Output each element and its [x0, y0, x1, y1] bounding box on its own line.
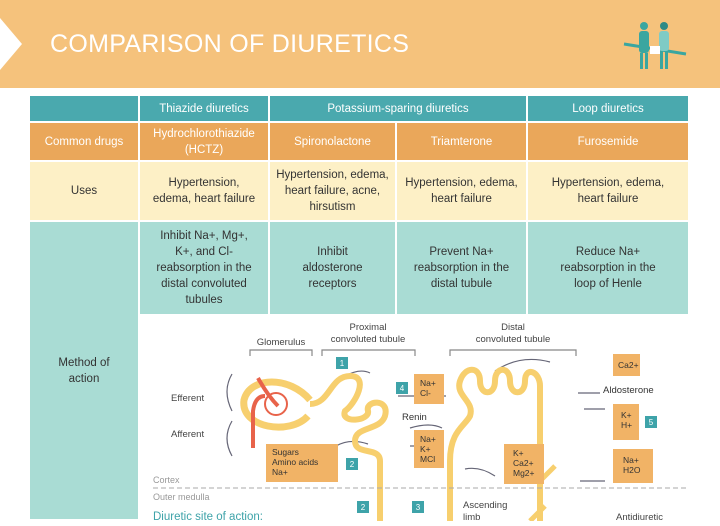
outer-medulla-label: Outer medulla — [153, 492, 210, 502]
marker-2 — [346, 458, 358, 470]
mechanism-furosemide: Reduce Na+ reabsorption in the loop of H… — [528, 222, 688, 316]
glomerulus-bracket — [249, 349, 313, 356]
drug-spironolactone: Spironolactone — [270, 123, 397, 162]
banner-notch — [0, 18, 22, 70]
method-label: Method of action — [58, 356, 110, 385]
efferent-label: Efferent — [171, 393, 204, 404]
site-of-action-label: Diuretic site of action: — [153, 511, 263, 521]
nephron-diagram: Glomerulus Proximal convoluted tubule Dis… — [140, 316, 688, 523]
k-ca-mg-text: K+ Ca2+ Mg2+ — [513, 448, 535, 478]
mechanism-thiazide: Inhibit Na+, Mg+, K+, and Cl- reabsorpti… — [140, 222, 270, 316]
title-banner: COMPARISON OF DIURETICS — [0, 0, 720, 88]
ca-box — [613, 354, 640, 376]
na-k-mcl-box — [414, 430, 444, 468]
distal-label: Distal convoluted tubule — [476, 322, 550, 345]
k-h-text: K+ H+ — [621, 410, 632, 430]
mechanism-triamterone: Prevent Na+ reabsorption in the distal t… — [397, 222, 528, 316]
marker-2b — [357, 501, 369, 513]
antidiuretic-label: Antidiuretic — [616, 512, 663, 521]
uses-thiazide: Hypertension, edema, heart failure — [140, 162, 270, 222]
glomerulus-capillaries — [264, 392, 288, 416]
ca-text: Ca2+ — [618, 360, 639, 370]
header-potassium-sparing: Potassium-sparing diuretics — [270, 96, 528, 123]
marker-1-text: 1 — [340, 359, 345, 368]
uses-furosemide: Hypertension, edema, heart failure — [528, 162, 688, 222]
header-empty — [30, 96, 140, 123]
distal-tubule — [447, 366, 543, 521]
aldosterone-label: Aldosterone — [603, 385, 654, 396]
site-markers — [336, 357, 657, 513]
marker-3 — [412, 501, 424, 513]
uses-label: Uses — [30, 162, 140, 222]
uses-triamterone: Hypertension, edema, heart failure — [397, 162, 528, 222]
bowmans-capsule — [240, 378, 313, 431]
sugars-text: Sugars Amino acids Na+ — [272, 447, 318, 477]
na-k-mcl-text: Na+ K+ MCl — [420, 434, 436, 464]
marker-4-text: 4 — [400, 384, 405, 393]
na-cl-box — [414, 374, 444, 404]
sugars-box — [266, 444, 338, 482]
marker-5 — [645, 416, 657, 428]
proximal-label: Proximal convoluted tubule — [331, 322, 405, 345]
glomerulus-label: Glomerulus — [257, 337, 306, 348]
header-thiazide: Thiazide diuretics — [140, 96, 270, 123]
k-ca-mg-box — [504, 444, 544, 484]
renin-label: Renin — [402, 412, 427, 423]
k-h-box — [613, 404, 639, 440]
proximal-bracket — [321, 349, 416, 356]
arterioles — [251, 377, 280, 448]
ascending-limb-label: Ascending limb — [463, 500, 507, 521]
marker-4 — [396, 382, 408, 394]
drug-hctz: Hydrochlorothiazide (HCTZ) — [140, 123, 270, 162]
afferent-label: Afferent — [171, 429, 204, 440]
marker-2-text: 2 — [350, 460, 355, 469]
marker-1 — [336, 357, 348, 369]
marker-5-text: 5 — [649, 418, 654, 427]
mechanism-spironolactone: Inhibit aldosterone receptors — [270, 222, 397, 316]
method-label-cell: Method of action — [30, 222, 140, 521]
marker-2b-text: 2 — [361, 503, 366, 512]
drug-furosemide: Furosemide — [528, 123, 688, 162]
na-h2o-text: Na+ H2O — [623, 455, 641, 475]
uses-spironolactone: Hypertension, edema, heart failure, acne… — [270, 162, 397, 222]
distal-bracket — [449, 349, 577, 356]
proximal-tubule — [309, 372, 389, 521]
header-loop: Loop diuretics — [528, 96, 688, 123]
cortex-label: Cortex — [153, 475, 180, 485]
drugs-label: Common drugs — [30, 123, 140, 162]
na-cl-text: Na+ Cl- — [420, 378, 436, 398]
doctor-patient-icon — [623, 22, 687, 69]
marker-3-text: 3 — [416, 503, 421, 512]
page-title: COMPARISON OF DIURETICS — [50, 30, 410, 58]
na-h2o-box — [613, 449, 653, 483]
drug-triamterone: Triamterone — [397, 123, 528, 162]
